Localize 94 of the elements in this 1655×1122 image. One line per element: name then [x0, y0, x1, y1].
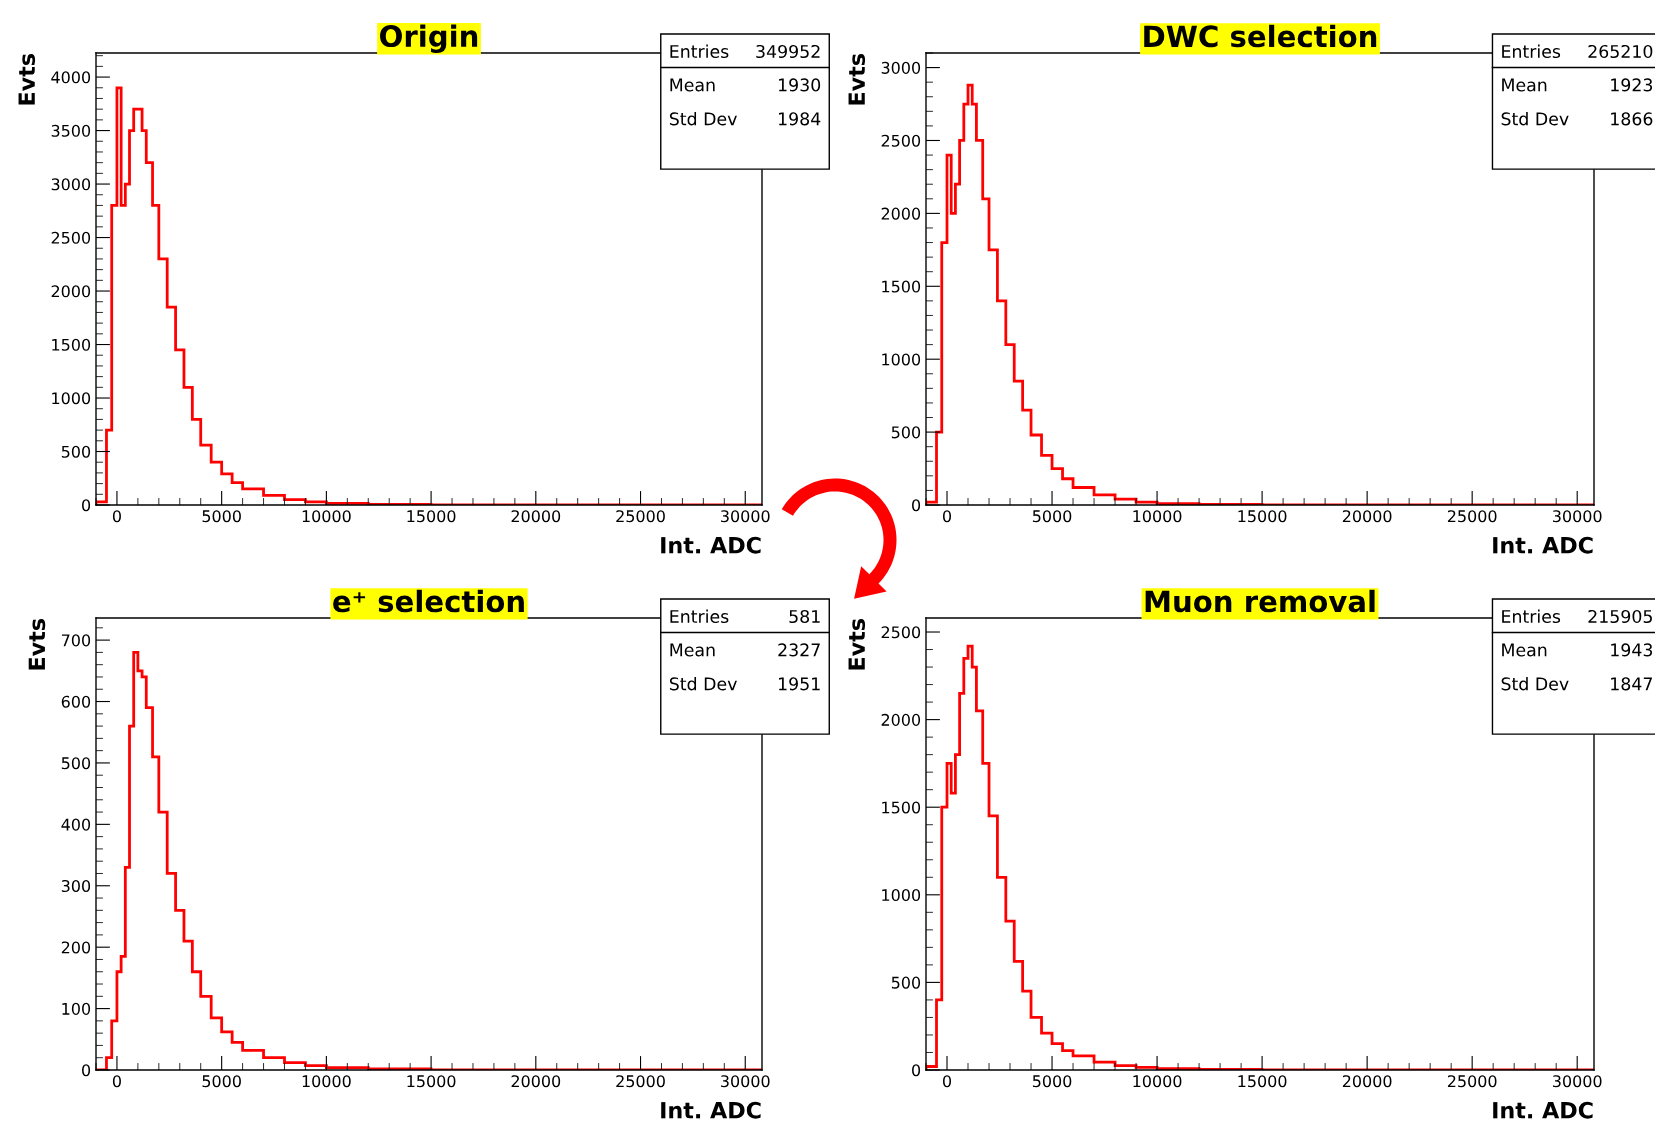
annotation: Entries: [670, 609, 729, 624]
annotation: 265210: [1588, 44, 1653, 59]
x-tick-label: 10000: [302, 1075, 351, 1088]
text: 1930: [779, 78, 821, 92]
y-tick-label: 400: [61, 818, 91, 831]
text: 581: [789, 609, 820, 624]
x-axis-title: Int. ADC: [1493, 1101, 1593, 1119]
annotation: Std Dev: [669, 676, 737, 691]
x-tick-label: 30000: [721, 510, 770, 523]
y-tick-label: 2000: [51, 285, 91, 298]
y-axis-title: Evts: [28, 619, 46, 670]
y-tick-label: 1000: [52, 392, 91, 405]
y-tick-label: 600: [61, 695, 91, 708]
y-tick-label: 1000: [882, 889, 921, 902]
x-tick-label: 30000: [721, 1075, 770, 1088]
annotation: Std Dev: [1501, 111, 1569, 126]
y-tick-label: 500: [891, 426, 921, 439]
x-tick-label: 25000: [1447, 510, 1497, 523]
x-tick-label: 5000: [202, 1075, 241, 1088]
x-tick-label: 20000: [511, 510, 561, 523]
x-tick-label: 15000: [407, 510, 456, 523]
annotation: 349952: [756, 44, 820, 59]
annotation: Mean: [670, 643, 715, 657]
x-tick-label: 10000: [1133, 1075, 1182, 1088]
text: 1847: [1611, 677, 1652, 691]
y-tick-label: 2000: [881, 207, 921, 220]
annotation: 215905: [1588, 609, 1652, 624]
x-tick-label: 0: [942, 510, 952, 523]
y-tick-label: 500: [61, 757, 91, 770]
x-tick-label: 0: [112, 1075, 121, 1088]
y-axis-title: Evts: [848, 619, 866, 670]
annotation: Std Dev: [1501, 676, 1569, 691]
text: 1984: [779, 112, 821, 126]
x-axis-title: Int. ADC: [661, 1101, 761, 1119]
chart-title: Muon removal: [1145, 589, 1375, 613]
y-tick-label: 1500: [882, 280, 921, 293]
y-tick-label: 500: [891, 976, 921, 989]
y-tick-label: 0: [912, 1064, 921, 1077]
annotation: Mean: [1502, 78, 1547, 92]
y-tick-label: 300: [61, 879, 91, 893]
x-tick-label: 5000: [202, 510, 241, 523]
y-tick-label: 3000: [881, 61, 921, 74]
x-tick-label: 10000: [302, 510, 351, 523]
y-tick-label: 0: [82, 499, 91, 512]
x-tick-label: 0: [112, 510, 121, 523]
chart-title: e⁺ selection: [333, 589, 524, 613]
x-tick-label: 25000: [616, 1075, 665, 1088]
x-tick-label: 15000: [1238, 510, 1287, 523]
x-tick-label: 20000: [511, 1075, 561, 1088]
y-tick-label: 2500: [881, 626, 921, 639]
text: 2327: [778, 643, 820, 657]
x-axis-title: Int. ADC: [1493, 536, 1593, 554]
x-tick-label: 5000: [1032, 510, 1072, 523]
annotation: Mean: [1502, 643, 1547, 657]
x-tick-label: 10000: [1133, 510, 1182, 523]
chart-title: Origin: [380, 24, 478, 53]
y-tick-label: 2000: [881, 713, 921, 726]
y-tick-label: 500: [61, 445, 91, 458]
x-tick-label: 30000: [1553, 1075, 1602, 1088]
y-tick-label: 4000: [51, 71, 91, 84]
x-tick-label: 20000: [1342, 1075, 1392, 1088]
text: 1923: [1611, 78, 1653, 92]
annotation: Std Dev: [669, 111, 737, 126]
y-axis-title: Evts: [18, 54, 36, 105]
x-tick-label: 30000: [1553, 510, 1602, 523]
annotation: Entries: [1502, 609, 1561, 624]
y-tick-label: 0: [912, 499, 921, 512]
y-tick-label: 700: [61, 634, 91, 647]
annotation: Entries: [1502, 44, 1561, 59]
y-tick-label: 0: [82, 1064, 91, 1077]
y-tick-label: 1500: [52, 338, 91, 351]
y-tick-label: 3500: [51, 124, 91, 137]
x-tick-label: 20000: [1342, 510, 1392, 523]
text: 1866: [1611, 112, 1653, 126]
annotation: Entries: [670, 44, 729, 59]
chart-title: DWC selection: [1144, 24, 1377, 48]
y-tick-label: 100: [62, 1002, 91, 1015]
x-tick-label: 5000: [1032, 1075, 1072, 1088]
y-tick-label: 200: [61, 941, 91, 954]
y-tick-label: 3000: [51, 178, 91, 191]
x-tick-label: 25000: [616, 510, 665, 523]
text: 1943: [1611, 643, 1653, 657]
x-tick-label: 15000: [407, 1075, 456, 1088]
y-tick-label: 1000: [882, 353, 921, 366]
text: 1951: [779, 677, 820, 691]
y-tick-label: 2500: [51, 231, 91, 244]
x-tick-label: 25000: [1447, 1075, 1497, 1088]
y-tick-label: 1500: [882, 801, 921, 814]
y-tick-label: 2500: [881, 134, 921, 147]
x-axis-title: Int. ADC: [661, 536, 761, 554]
x-tick-label: 0: [942, 1075, 952, 1088]
annotation: Mean: [670, 78, 715, 92]
x-tick-label: 15000: [1238, 1075, 1287, 1088]
y-axis-title: Evts: [848, 54, 866, 105]
